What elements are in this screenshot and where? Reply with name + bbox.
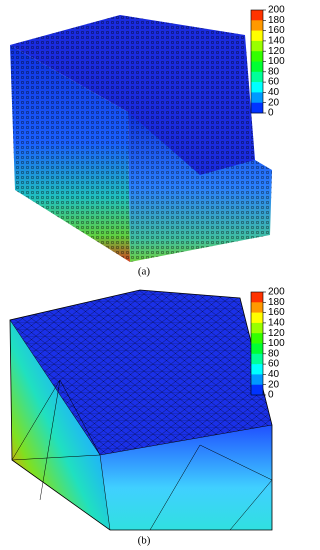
colorbar-tick-label: 120 [268,46,285,57]
colorbar-band [251,312,263,324]
colorbar-band [251,343,263,355]
colorbar-band [251,10,263,21]
colorbar-band [251,292,263,303]
colorbar-band [251,82,263,93]
colorbar-tick-label: 100 [268,56,285,67]
page: {"panels": [ {"label": "(a)", "colorbar_… [9,4,286,547]
point-cloud [10,15,272,262]
colorbar-tick-label: 60 [268,359,280,370]
panel-label: (a) [138,266,151,278]
colorbar-tick-label: 60 [268,77,280,88]
colorbar-tick-label: 40 [268,87,280,98]
colorbar-band [251,51,263,62]
colorbar-tick-label: 40 [268,369,280,380]
mesh-model [9,289,273,531]
colorbar-band [251,364,263,375]
colorbar-tick-label: 160 [268,25,285,36]
colorbar-band [251,71,263,83]
colorbar-band [251,333,263,344]
figure: (a) (b) 20018016014012010080604020020018… [9,5,285,547]
colorbar-band [251,40,263,52]
colorbar-band [251,20,263,31]
colorbar-band [251,374,263,385]
colorbar-band [251,92,263,103]
colorbar-tick-label: 140 [268,36,285,47]
colorbar-tick-label: 200 [268,287,285,298]
colorbar-tick-label: 120 [268,328,285,339]
colorbar-tick-label: 0 [268,390,274,401]
colorbar-tick-label: 20 [268,97,280,108]
colorbar-tick-label: 80 [268,66,280,77]
colorbar-band [251,30,263,42]
colorbar-tick-label: 80 [268,348,280,359]
colorbar-band [251,102,263,114]
colorbar-band [251,384,263,396]
colorbar-tick-label: 180 [268,15,285,26]
colorbar-tick-label: 180 [268,297,285,308]
colorbar-tick-label: 200 [268,5,285,16]
colorbar-band [251,322,263,334]
colorbar-tick-label: 100 [268,338,285,349]
colorbar-band [251,302,263,313]
panel-label: (b) [138,535,151,547]
colorbar-band [251,353,263,365]
colorbar-tick-label: 0 [268,108,274,119]
colorbar-band [251,61,263,73]
colorbar-tick-label: 20 [268,379,280,390]
colorbar-tick-label: 160 [268,307,285,318]
colorbar-tick-label: 140 [268,318,285,329]
